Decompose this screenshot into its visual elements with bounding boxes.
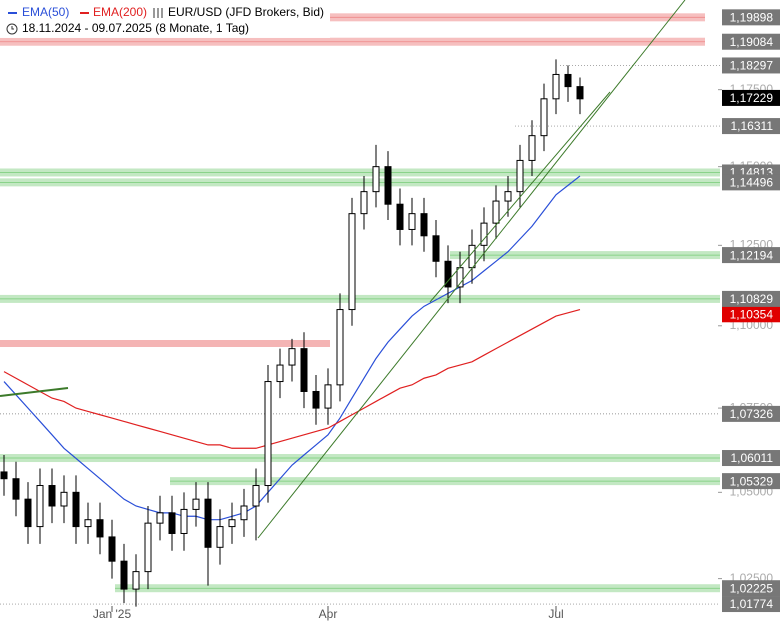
price-box: [722, 596, 780, 613]
candle-body: [228, 519, 236, 528]
candle-body: [504, 191, 512, 202]
legend: EMA(50) EMA(200) EUR/USD (JFD Brokers, B…: [0, 0, 330, 38]
price-label: 1,19898: [730, 11, 774, 25]
chart-subtitle: 18.11.2024 - 09.07.2025 (8 Monate, 1 Tag…: [22, 21, 249, 35]
candle-body: [540, 98, 548, 137]
ema-line: [3, 175, 581, 521]
candle-body: [132, 571, 140, 590]
price-label: 1,06011: [731, 451, 774, 465]
candle-body: [108, 536, 116, 562]
price-box: [722, 118, 780, 135]
candle-body: [408, 213, 416, 230]
trend-line: [0, 387, 69, 397]
price-box: [722, 450, 780, 467]
price-box: [722, 174, 780, 191]
candle-body: [156, 512, 164, 524]
price-label: 1,10829: [730, 292, 774, 306]
candle-body: [468, 244, 476, 269]
price-label: 1,17229: [730, 91, 774, 105]
candle-body: [372, 166, 380, 193]
price-label: 1,01774: [730, 597, 774, 611]
candle-body: [24, 498, 32, 528]
legend-label: EMA(200): [93, 5, 147, 19]
candle-body: [576, 86, 584, 100]
price-label: 1,19084: [730, 35, 774, 49]
price-box: [722, 9, 780, 26]
price-label: 1,02225: [730, 581, 774, 595]
candle-body: [96, 519, 104, 538]
trend-line: [429, 91, 611, 303]
candle-icon: [153, 8, 163, 18]
price-label: 1,14496: [730, 176, 774, 190]
resistance-zone: [0, 340, 330, 347]
legend-bg: [0, 0, 330, 38]
price-box: [722, 473, 780, 490]
trend-line: [257, 0, 686, 539]
candle-body: [204, 498, 212, 548]
candle-body: [60, 491, 68, 507]
candle-body: [216, 526, 224, 548]
price-box: [722, 57, 780, 74]
price-label: 1,10354: [730, 307, 774, 321]
candle-body: [516, 159, 524, 193]
candle-body: [252, 485, 260, 507]
clock-hand: [11, 26, 14, 30]
candle-body: [84, 519, 92, 528]
candle-body: [396, 203, 404, 230]
candle-body: [0, 471, 8, 480]
price-label: 1,05329: [730, 474, 774, 488]
candle-body: [360, 191, 368, 215]
x-tick-label: Apr: [319, 607, 338, 621]
candle-body: [168, 512, 176, 534]
candle-body: [564, 73, 572, 88]
chart-title: EUR/USD (JFD Brokers, Bid): [168, 5, 324, 19]
candle-body: [288, 348, 296, 366]
candle-body: [420, 213, 428, 237]
candle-body: [180, 508, 188, 534]
candle-body: [324, 384, 332, 409]
price-box: [722, 89, 780, 106]
candle-body: [444, 260, 452, 288]
candle-body: [144, 522, 152, 573]
candle-body: [192, 498, 200, 510]
candle-body: [72, 491, 80, 528]
candle-body: [300, 348, 308, 392]
candle-body: [120, 560, 128, 590]
candle-body: [528, 135, 536, 161]
candle-body: [348, 213, 356, 311]
candle-body: [336, 309, 344, 386]
x-tick-label: Jul: [548, 607, 563, 621]
candle-body: [264, 381, 272, 487]
price-label: 1,16311: [731, 119, 774, 133]
marks: [0, 59, 584, 607]
price-label: 1,07326: [730, 407, 774, 421]
axis: 1,025001,050001,075001,100001,125001,150…: [93, 9, 780, 621]
ema-line: [3, 308, 581, 449]
candle-body: [36, 485, 44, 528]
levels: [0, 13, 720, 605]
price-box: [722, 405, 780, 422]
price-box: [722, 247, 780, 264]
price-box: [722, 306, 780, 323]
candle-body: [492, 200, 500, 224]
candle-body: [312, 390, 320, 409]
candle-body: [240, 505, 248, 521]
price-box: [722, 33, 780, 50]
candle-body: [48, 485, 56, 507]
price-box: [722, 580, 780, 597]
legend-label: EMA(50): [22, 5, 69, 19]
candle-body: [432, 235, 440, 262]
price-label: 1,12194: [730, 248, 774, 262]
price-label: 1,18297: [730, 59, 774, 73]
x-tick-label: Jan '25: [93, 607, 132, 621]
candle-body: [384, 166, 392, 205]
candle-body: [552, 73, 560, 100]
clock-icon: [6, 23, 18, 35]
candle-body: [276, 364, 284, 383]
price-box: [722, 290, 780, 307]
candle-body: [480, 222, 488, 246]
candle-body: [12, 478, 20, 500]
